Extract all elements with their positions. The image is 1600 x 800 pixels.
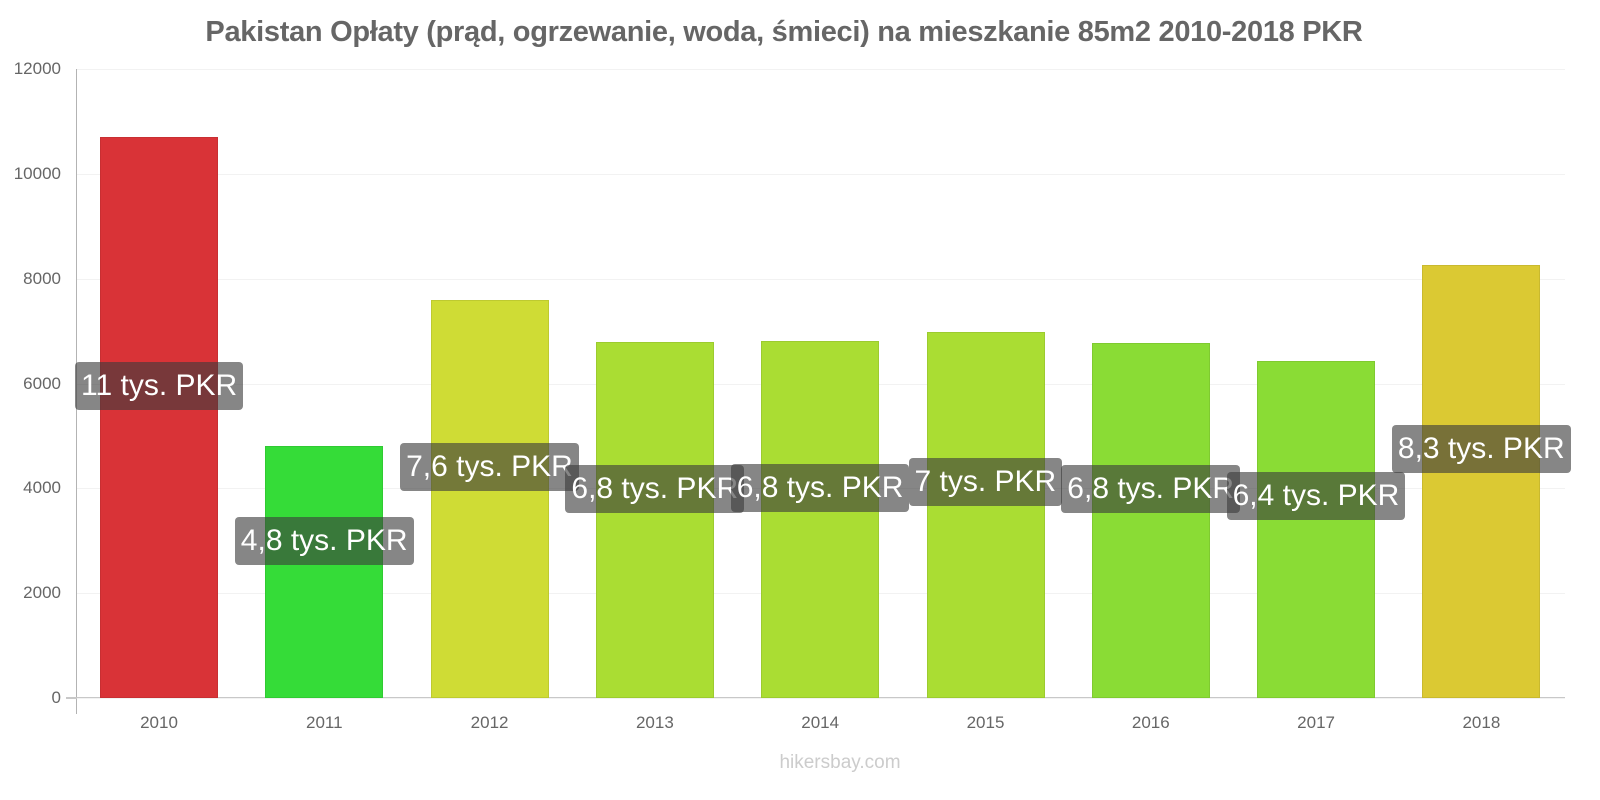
data-label-2012: 7,6 tys. PKR (400, 443, 579, 491)
data-label-2013: 6,8 tys. PKR (565, 465, 745, 513)
bar-2016[interactable] (1091, 342, 1210, 698)
bar-2014[interactable] (761, 341, 880, 698)
y-tick-label: 2000 (23, 583, 61, 603)
gridline (77, 698, 1565, 699)
bar-2013[interactable] (595, 342, 714, 698)
gridline (77, 278, 1565, 280)
bar-2017[interactable] (1257, 360, 1376, 698)
y-tick-label: 12000 (13, 59, 61, 78)
watermark: hikersbay.com (779, 752, 901, 773)
data-label-2015: 7 tys. PKR (908, 458, 1063, 506)
gridline (77, 69, 1565, 70)
y-tick-label: 10000 (13, 163, 61, 183)
bar-2011[interactable] (265, 445, 384, 698)
x-tick-label: 2012 (470, 713, 509, 732)
y-tick-label: 0 (51, 688, 61, 707)
bar-2012[interactable] (430, 299, 549, 698)
x-tick-label: 2010 (140, 713, 178, 732)
x-tick-label: 2018 (1462, 713, 1501, 732)
x-tick-label: 2017 (1297, 713, 1335, 732)
data-label-2017: 6,4 tys. PKR (1226, 472, 1406, 520)
data-label-2018: 8,3 tys. PKR (1391, 425, 1571, 473)
bar-2010[interactable] (100, 137, 218, 698)
data-label-2014: 6,8 tys. PKR (730, 464, 910, 512)
x-tick-label: 2016 (1131, 713, 1170, 732)
x-tick-label: 2014 (801, 713, 840, 732)
bar-2015[interactable] (926, 331, 1045, 698)
gridline (77, 173, 1565, 175)
y-tick-label: 4000 (23, 478, 61, 498)
bar-2018[interactable] (1422, 265, 1541, 698)
y-tick-label: 6000 (23, 373, 61, 393)
x-tick-label: 2015 (966, 713, 1005, 732)
data-label-2011: 4,8 tys. PKR (234, 517, 414, 565)
y-tick-label: 8000 (23, 268, 61, 288)
x-tick-label: 2013 (635, 713, 674, 732)
data-label-2016: 6,8 tys. PKR (1061, 465, 1241, 513)
chart-title: Pakistan Opłaty (prąd, ogrzewanie, woda,… (205, 16, 1363, 48)
x-tick-label: 2011 (306, 713, 343, 732)
data-label-2010: 11 tys. PKR (75, 362, 244, 410)
